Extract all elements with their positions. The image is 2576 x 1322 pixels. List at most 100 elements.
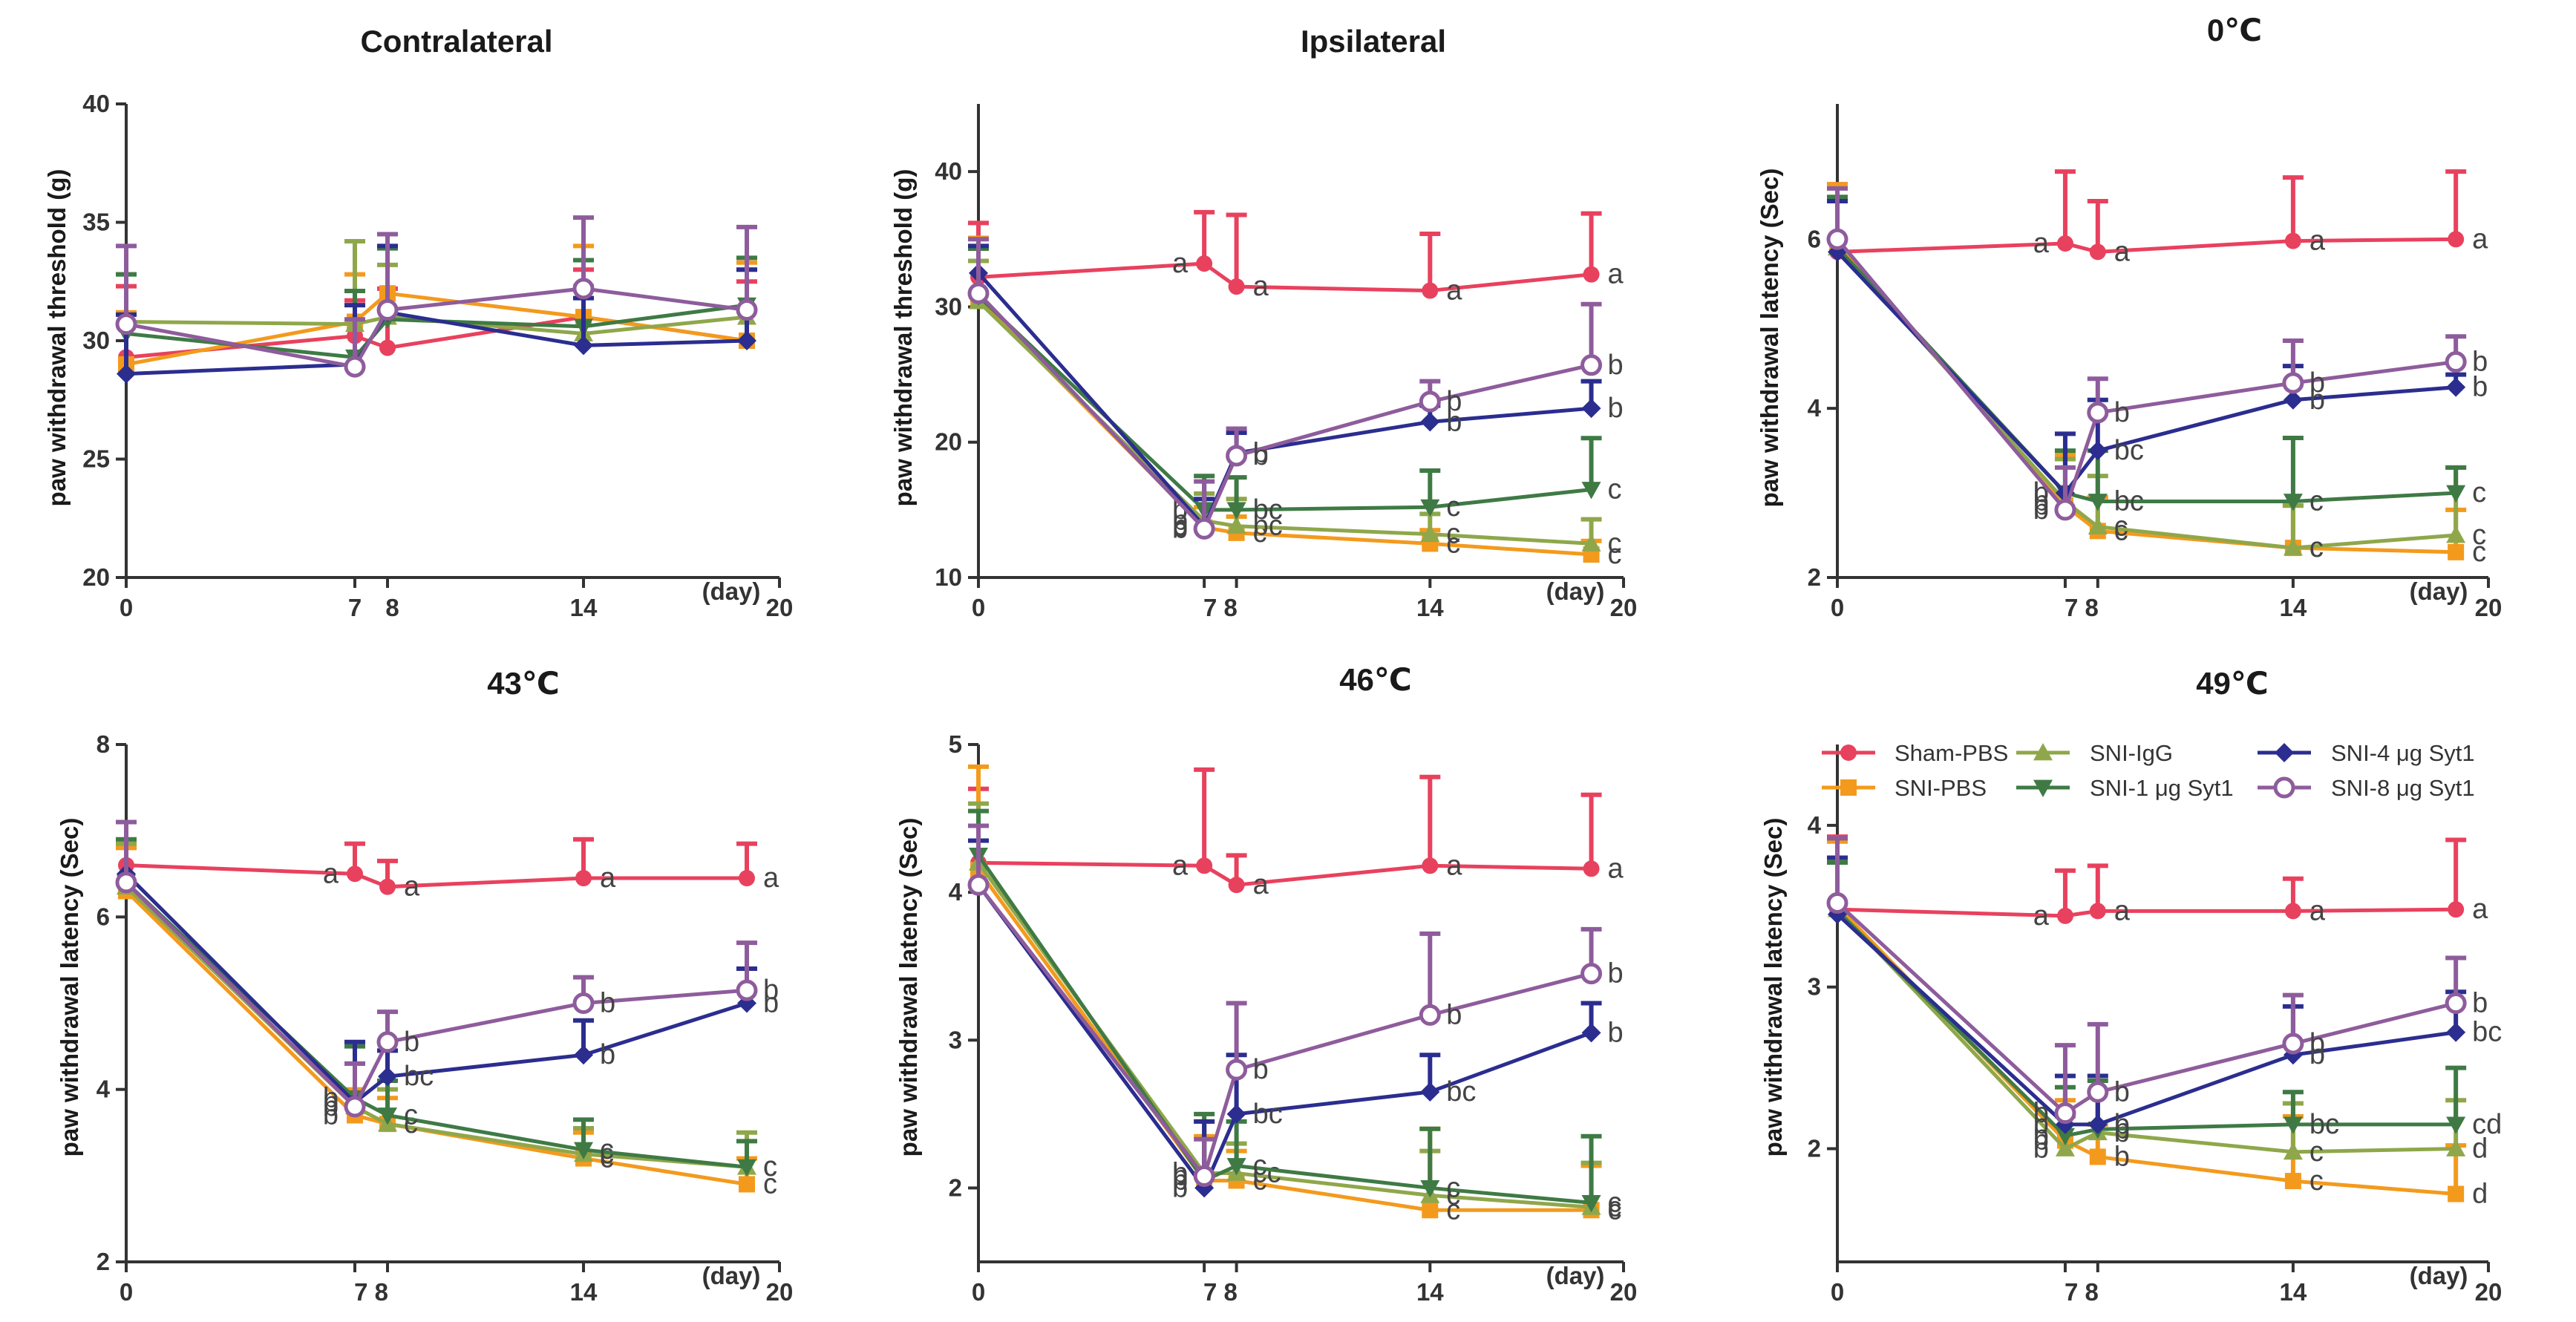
y-axis-label: paw withdrawal latency (Sec) <box>895 818 922 1157</box>
significance-letter: b <box>600 1039 615 1070</box>
x-tick-label: 7 8 <box>1203 594 1238 621</box>
legend: Sham-PBS SNI-PBS SNI-IgG SNI-1 μg Syt1 S… <box>1895 740 2475 801</box>
significance-letter: b <box>323 1100 339 1131</box>
significance-letter: b <box>323 1087 339 1118</box>
significance-letter: b <box>323 1091 339 1122</box>
data-point <box>1419 1004 1441 1026</box>
significance-letter: b <box>2309 1039 2325 1070</box>
y-tick-label: 10 <box>935 563 962 591</box>
significance-letter: b <box>2033 1109 2049 1140</box>
legend-entry-sni-pbs: SNI-PBS <box>1895 775 1987 801</box>
data-point <box>739 1176 755 1193</box>
data-point <box>2446 1022 2466 1042</box>
x-axis-label: (day) <box>1546 577 1605 605</box>
data-point <box>1226 445 1248 467</box>
data-point <box>2054 499 2076 521</box>
y-axis-label: paw withdrawal threshold (g) <box>43 169 71 507</box>
data-point <box>2088 441 2108 461</box>
data-point <box>1583 266 1600 283</box>
significance-letter: c <box>1446 1179 1460 1211</box>
x-tick-label: 0 <box>972 1278 985 1306</box>
significance-letter: c <box>1253 1151 1267 1182</box>
data-point <box>344 1096 366 1118</box>
significance-letter: c <box>2114 511 2128 543</box>
significance-letter: b <box>2114 1117 2130 1148</box>
data-point <box>574 336 593 356</box>
x-tick-label: 20 <box>1610 1278 1638 1306</box>
significance-letter: a <box>2033 228 2050 259</box>
significance-letter: b <box>2033 1133 2049 1165</box>
data-point <box>1420 1082 1440 1102</box>
legend-label: Sham-PBS <box>1895 740 2008 766</box>
data-point <box>1420 524 1440 543</box>
panel-43c: 43℃ paw withdrawal latency (Sec) (day) <box>56 666 760 1289</box>
x-tick-label: 0 <box>1831 594 1844 621</box>
data-point <box>2446 377 2466 397</box>
significance-letter: b <box>2033 1125 2049 1156</box>
significance-letter: b <box>2472 988 2488 1019</box>
data-point <box>2284 903 2301 920</box>
data-point <box>2088 494 2108 511</box>
x-tick-label: 14 <box>570 1278 598 1306</box>
panel-title: 43℃ <box>487 666 560 701</box>
y-axis-label: paw withdrawal latency (Sec) <box>56 818 83 1157</box>
y-tick-label: 8 <box>97 730 110 758</box>
x-tick-label: 7 <box>348 594 362 621</box>
x-tick-label: 14 <box>570 594 598 621</box>
x-axis-label: (day) <box>702 577 761 605</box>
x-axis-label: (day) <box>2410 1262 2468 1289</box>
x-tick-label: 0 <box>120 1278 133 1306</box>
data-point <box>376 299 399 321</box>
significance-letter: c <box>1608 1191 1622 1223</box>
y-tick-label: 4 <box>1808 394 1822 422</box>
significance-letter: a <box>600 863 616 894</box>
significance-letter: b <box>2114 1113 2130 1145</box>
panel-title: Ipsilateral <box>1301 24 1446 59</box>
significance-letter: b <box>763 988 779 1019</box>
significance-letter: b <box>1253 437 1269 468</box>
data-point <box>378 1107 397 1125</box>
significance-letter: c <box>1608 474 1622 505</box>
significance-letter: bc <box>2309 1109 2339 1140</box>
data-point <box>1226 1058 1248 1081</box>
y-tick-label: 2 <box>1808 1135 1821 1162</box>
significance-letter: a <box>1446 850 1462 881</box>
legend-swatch-sni-4-ug-syt1 <box>2258 743 2311 762</box>
x-axis-label: (day) <box>1546 1262 1605 1289</box>
significance-letter: b <box>1172 1165 1188 1196</box>
significance-letter: bc <box>404 1061 434 1092</box>
data-point <box>2283 1142 2303 1160</box>
significance-letter: b <box>323 1091 339 1122</box>
data-point <box>1193 1165 1215 1187</box>
significance-letter: b <box>1172 513 1188 544</box>
panel-49c: 49℃ paw withdrawal latency (Sec) (day) <box>1759 666 2468 1289</box>
significance-letter: c <box>600 1134 614 1165</box>
significance-letter: c <box>1446 491 1460 523</box>
significance-letter: b <box>323 1082 339 1113</box>
y-tick-label: 40 <box>935 157 962 185</box>
significance-letter: c <box>404 1108 418 1139</box>
y-tick-label: 30 <box>82 327 110 354</box>
significance-letter: a <box>1608 259 1624 290</box>
panel-title: 0℃ <box>2207 13 2262 48</box>
legend-marker <box>2033 779 2053 797</box>
data-point <box>1581 534 1601 552</box>
x-tick-label: 0 <box>120 594 133 621</box>
y-tick-label: 3 <box>1808 973 1821 1001</box>
significance-letter: c <box>1253 517 1267 549</box>
y-tick-label: 30 <box>935 292 962 320</box>
x-tick-label: 7 8 <box>354 1278 388 1306</box>
significance-letter: c <box>404 1100 418 1131</box>
data-point <box>2087 1081 2109 1103</box>
data-point <box>739 870 755 887</box>
data-point <box>2089 243 2106 261</box>
significance-letter: b <box>1608 958 1624 989</box>
data-point <box>1422 1202 1439 1219</box>
panel-title: 49℃ <box>2196 666 2269 701</box>
significance-letter: c <box>763 1168 777 1200</box>
legend-entry-sham-pbs: Sham-PBS <box>1895 740 2008 766</box>
